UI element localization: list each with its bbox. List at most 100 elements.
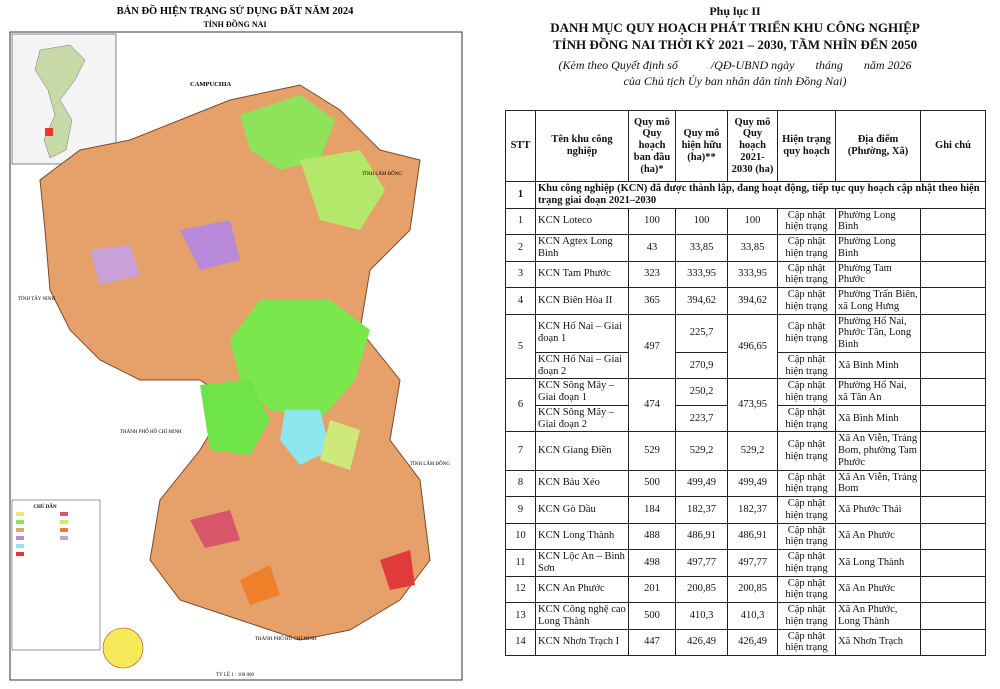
column-header: STT <box>505 110 536 182</box>
map-subtitle: TỈNH ĐỒNG NAI <box>203 19 266 29</box>
zone-row: 13 KCN Công nghệ cao Long Thành 500 410,3 41… <box>505 602 986 630</box>
planned-area: 500 <box>628 469 676 497</box>
section-row: 1 Khu công nghiệp (KCN) đã được thành lập… <box>505 181 986 209</box>
plan-2030-area: 473,95 <box>727 378 778 433</box>
planning-status: Cập nhật hiện trạng <box>777 351 836 380</box>
note <box>920 549 986 577</box>
note <box>920 469 986 497</box>
appendix-document: Phụ lục II DANH MỤC QUY HOẠCH PHÁT TRIỂN… <box>470 0 1000 689</box>
note <box>920 496 986 524</box>
location: Xã An Phước <box>835 575 921 603</box>
location: Phường Hố Nai, xã Tân An <box>835 378 921 406</box>
planned-area: 497 <box>628 313 676 380</box>
zone-name: KCN An Phước <box>535 575 629 603</box>
location: Phường Long Bình <box>835 207 921 235</box>
title-line: DANH MỤC QUY HOẠCH PHÁT TRIỂN KHU CÔNG N… <box>550 20 920 35</box>
note <box>920 404 986 433</box>
planning-status: Cập nhật hiện trạng <box>777 207 836 235</box>
zone-row: 9 KCN Gò Dầu 184 182,37 182,37 Cập nhật hiện … <box>505 496 986 524</box>
existing-area: 200,85 <box>675 575 728 603</box>
existing-area: 497,77 <box>675 549 728 577</box>
row-number: 3 <box>505 260 536 288</box>
planned-area: 184 <box>628 496 676 524</box>
row-number: 14 <box>505 628 536 656</box>
map-label: TỈNH TÂY NINH <box>18 296 55 302</box>
plan-2030-area: 499,49 <box>727 469 778 497</box>
plan-2030-area: 410,3 <box>727 602 778 630</box>
zone-row: 12 KCN An Phước 201 200,85 200,85 Cập nhật hi… <box>505 575 986 603</box>
row-number: 1 <box>505 207 536 235</box>
planned-area: 43 <box>628 234 676 262</box>
zone-row: 4 KCN Biên Hòa II 365 394,62 394,62 Cập nhật … <box>505 287 986 315</box>
planned-area: 500 <box>628 602 676 630</box>
location: Xã Bình Minh <box>835 404 921 433</box>
zone-row: 7 KCN Giang Điền 529 529,2 529,2 Cập nhật hiệ… <box>505 431 986 471</box>
row-number: 10 <box>505 522 536 550</box>
column-header: Tên khu công nghiệp <box>535 110 629 182</box>
plan-2030-area: 426,49 <box>727 628 778 656</box>
map-label: TỈNH LÂM ĐỒNG <box>410 461 450 467</box>
zone-row: 1 KCN Loteco 100 100 100 Cập nhật hiện trạng P… <box>505 207 986 235</box>
header-row: STT Tên khu công nghiệp Quy mô Quy hoạch b… <box>505 110 986 182</box>
row-number: 5 <box>505 313 536 380</box>
location: Xã Nhơn Trạch <box>835 628 921 656</box>
zone-name: KCN Công nghệ cao Long Thành <box>535 602 629 630</box>
existing-area: 529,2 <box>675 431 728 471</box>
existing-area: 182,37 <box>675 496 728 524</box>
note <box>920 287 986 315</box>
note-line: của Chủ tịch Ủy ban nhân dân tỉnh Đồng N… <box>623 74 847 88</box>
note <box>920 207 986 235</box>
plan-2030-area: 100 <box>727 207 778 235</box>
plan-2030-area: 200,85 <box>727 575 778 603</box>
plan-2030-area: 486,91 <box>727 522 778 550</box>
planned-area: 498 <box>628 549 676 577</box>
inset-map <box>11 33 117 165</box>
planning-status: Cập nhật hiện trạng <box>777 378 836 406</box>
planned-area: 201 <box>628 575 676 603</box>
map-seal <box>102 627 144 669</box>
location: Xã An Viễn, Trảng Bom <box>835 469 921 497</box>
zone-name: KCN Gò Dầu <box>535 496 629 524</box>
planned-area: 474 <box>628 378 676 433</box>
map-label: THÀNH PHỐ HỒ CHÍ MINH <box>120 429 182 435</box>
zone-row: 8 KCN Bàu Xéo 500 499,49 499,49 Cập nhật hiện… <box>505 469 986 497</box>
row-number: 12 <box>505 575 536 603</box>
zone-name: KCN Hố Nai – Giai đoạn 1 <box>535 313 629 353</box>
planned-area: 529 <box>628 431 676 471</box>
zone-name: KCN Nhơn Trạch I <box>535 628 629 656</box>
zone-name: KCN Bàu Xéo <box>535 469 629 497</box>
zone-row: KCN Sông Mây – Giai đoạn 2 223,7 Cập nhật … <box>506 404 986 433</box>
note <box>920 351 986 380</box>
industrial-zone-table: STT Tên khu công nghiệp Quy mô Quy hoạch b… <box>505 110 986 656</box>
planning-status: Cập nhật hiện trạng <box>777 287 836 315</box>
planning-status: Cập nhật hiện trạng <box>777 602 836 630</box>
zone-row: 10 KCN Long Thành 488 486,91 486,91 Cập nhật … <box>505 522 986 550</box>
existing-area: 499,49 <box>675 469 728 497</box>
row-number: 7 <box>505 431 536 471</box>
location: Phường Long Bình <box>835 234 921 262</box>
map-label: CAMPUCHIA <box>190 81 231 88</box>
map-label: TỈNH LÂM ĐỒNG <box>362 171 402 177</box>
existing-area: 223,7 <box>675 404 728 433</box>
appendix-label: Phụ lục II <box>709 4 761 18</box>
legend <box>11 499 101 651</box>
location: Phường Tam Phước <box>835 260 921 288</box>
land-use-map: BẢN ĐỒ HIỆN TRẠNG SỬ DỤNG ĐẤT NĂM 2024 T… <box>9 4 463 681</box>
map-title: BẢN ĐỒ HIỆN TRẠNG SỬ DỤNG ĐẤT NĂM 2024 <box>117 4 354 17</box>
planning-status: Cập nhật hiện trạng <box>777 628 836 656</box>
existing-area: 426,49 <box>675 628 728 656</box>
note <box>920 313 986 353</box>
planned-area: 100 <box>628 207 676 235</box>
planned-area: 488 <box>628 522 676 550</box>
note <box>920 431 986 471</box>
note <box>920 628 986 656</box>
zone-name: KCN Sông Mây – Giai đoạn 2 <box>535 404 629 433</box>
zone-row: 11 KCN Lộc An – Bình Sơn 498 497,77 497,77 Cậ… <box>505 549 986 577</box>
plan-2030-area: 496,65 <box>727 313 778 380</box>
planning-status: Cập nhật hiện trạng <box>777 496 836 524</box>
note-line: (Kèm theo Quyết định số /QĐ-UBND ngày th… <box>558 58 912 72</box>
zone-row: 3 KCN Tam Phước 323 333,95 333,95 Cập nhật hi… <box>505 260 986 288</box>
map-scale: TỶ LỆ 1 : 100 000 <box>216 672 254 678</box>
row-number: 2 <box>505 234 536 262</box>
zone-row: 6 KCN Sông Mây – Giai đoạn 1 474 250,2 473,9… <box>505 378 986 433</box>
